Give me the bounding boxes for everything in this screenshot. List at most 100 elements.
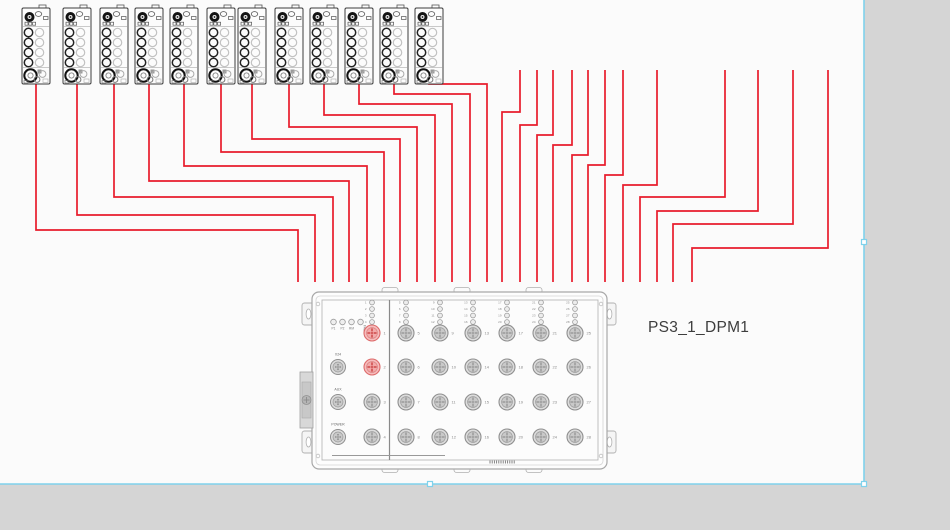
connection-wire[interactable]: [76, 74, 316, 282]
module-port: [416, 57, 427, 68]
shape: [392, 11, 401, 17]
module-port: [101, 57, 112, 68]
connection-wire[interactable]: [288, 74, 418, 282]
shape: [436, 16, 442, 20]
connection-wire[interactable]: [251, 74, 401, 282]
shape: [574, 436, 576, 438]
connection-wire[interactable]: [672, 70, 794, 282]
module-main-port: [136, 68, 151, 83]
connection-wire[interactable]: [639, 70, 726, 282]
port-label: AUX: [334, 388, 342, 392]
module-dip: [180, 21, 184, 26]
connection-wire[interactable]: [604, 70, 624, 282]
connection-wire[interactable]: [358, 74, 453, 282]
io-module[interactable]: [169, 4, 199, 85]
connection-wire[interactable]: [220, 74, 385, 282]
shape: [295, 78, 302, 83]
terminal-number: 18: [498, 307, 502, 311]
terminal-number: 24: [532, 320, 536, 324]
port-number: 21: [553, 331, 558, 336]
shape: [405, 366, 407, 368]
connection-wire[interactable]: [536, 70, 554, 282]
io-module[interactable]: [344, 4, 374, 85]
shape: [115, 69, 120, 74]
port-number: 7: [418, 400, 421, 405]
ear-slot: [606, 308, 613, 320]
shape: [400, 78, 407, 83]
shape: [430, 69, 435, 74]
io-module[interactable]: [62, 4, 92, 85]
connection-wire[interactable]: [501, 70, 521, 282]
device-label[interactable]: PS3_1_DPM1: [648, 319, 750, 336]
connection-wire[interactable]: [148, 74, 350, 282]
terminal-number: 1: [365, 301, 367, 305]
io-module[interactable]: [309, 4, 339, 85]
connection-wire[interactable]: [113, 74, 334, 282]
shape: [574, 401, 576, 403]
module-port: [136, 27, 147, 38]
shape: [371, 436, 373, 438]
module-port: [219, 27, 230, 38]
module-port: [112, 57, 123, 68]
shape: [208, 80, 214, 84]
io-module[interactable]: [414, 4, 444, 85]
device-port-6: [397, 358, 415, 376]
module-port: [427, 47, 438, 58]
connection-wire[interactable]: [35, 74, 299, 282]
shape: [421, 16, 424, 18]
terminal-number: 17: [498, 301, 502, 305]
connection-wire[interactable]: [323, 74, 436, 282]
wire-terminal: [572, 319, 578, 325]
io-module[interactable]: [379, 4, 409, 85]
shape: [472, 436, 474, 438]
selection-handle[interactable]: [860, 238, 868, 246]
io-module[interactable]: [99, 4, 129, 85]
shape: [315, 295, 604, 466]
shape: [540, 401, 542, 403]
port-number: 1: [384, 331, 387, 336]
connection-wire[interactable]: [519, 70, 538, 282]
connection-wire[interactable]: [587, 70, 606, 282]
selection-handle[interactable]: [426, 480, 434, 488]
module-dip: [240, 21, 245, 26]
terminal-number: 22: [532, 307, 536, 311]
io-module[interactable]: [134, 4, 164, 85]
shape: [337, 401, 339, 403]
shape: [435, 78, 442, 83]
connection-wire[interactable]: [622, 70, 658, 282]
shape: [346, 80, 352, 84]
shape: [371, 366, 373, 368]
io-module[interactable]: [206, 4, 236, 85]
module-port: [416, 47, 427, 58]
shape: [185, 69, 190, 74]
connection-wire[interactable]: [571, 70, 589, 282]
connection-wire[interactable]: [656, 70, 759, 282]
module-port: [34, 37, 45, 48]
shape: [140, 72, 147, 79]
module-dip: [176, 21, 181, 26]
connection-wire[interactable]: [691, 70, 829, 282]
io-module[interactable]: [237, 4, 267, 85]
module-port: [101, 37, 112, 48]
shape: [405, 401, 407, 403]
dpm-device[interactable]: P1P2RMFAULTX24AUXPOWER123412345678567891…: [299, 287, 617, 473]
module-port: [112, 27, 123, 38]
shape: [106, 16, 109, 18]
connection-wire[interactable]: [183, 74, 368, 282]
terminal-number: 28: [566, 320, 570, 324]
module-port: [287, 47, 298, 58]
shape: [337, 363, 339, 366]
shape: [416, 80, 422, 84]
io-module[interactable]: [274, 4, 304, 85]
shape: [339, 366, 342, 368]
selection-handle[interactable]: [860, 480, 868, 488]
io-module[interactable]: [21, 4, 51, 85]
shape: [396, 70, 405, 78]
shape: [181, 76, 189, 83]
module-port: [147, 57, 158, 68]
module-port: [64, 47, 75, 58]
connection-wire[interactable]: [552, 70, 573, 282]
wire-terminal: [504, 312, 510, 319]
terminal-number: 10: [431, 307, 435, 311]
